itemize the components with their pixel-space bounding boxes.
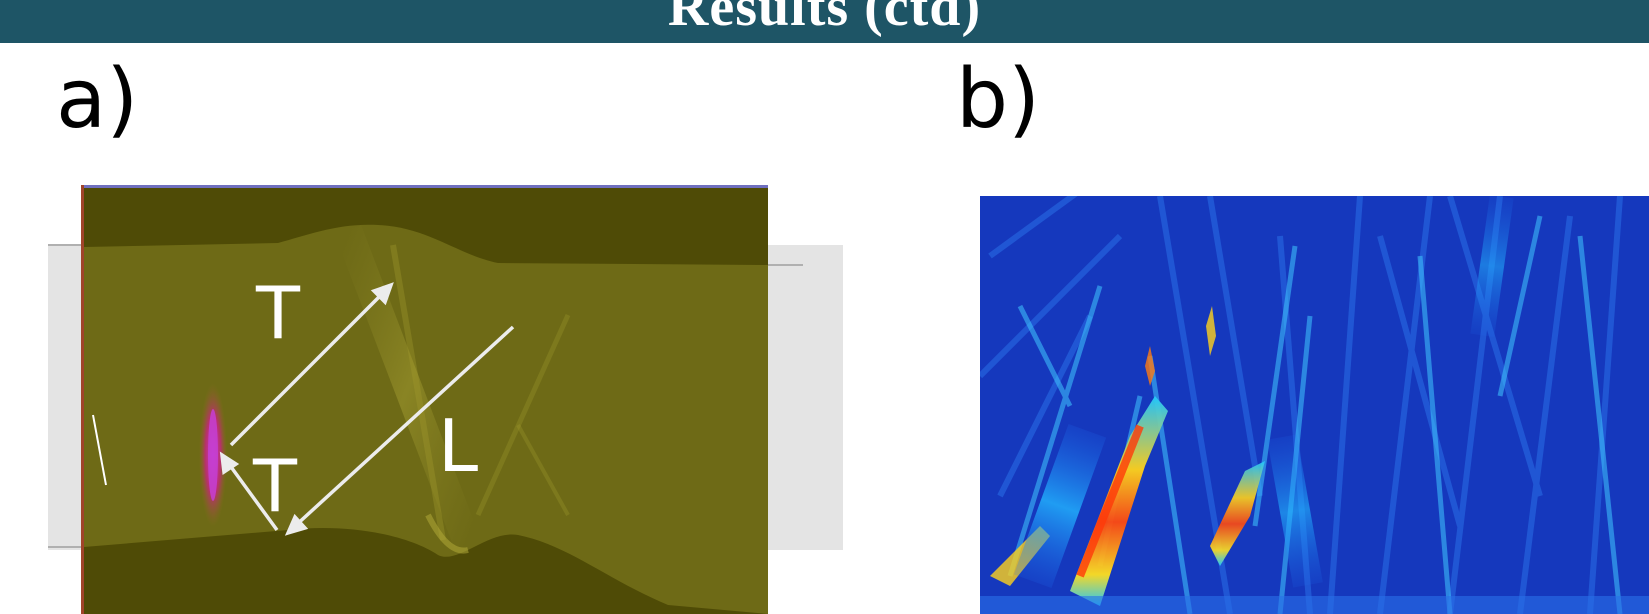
annotation-l: L [438,404,479,488]
heatmap-graphic [980,196,1649,614]
slide-title-bar: Results (ctd) [0,0,1649,43]
slide-title: Results (ctd) [667,0,982,38]
simulation-graphic [48,185,843,614]
panel-a-label: a) [56,52,139,147]
panel-b-heatmap-image [980,196,1649,614]
annotation-t-lower: T [253,444,297,528]
panel-b-label: b) [956,52,1041,147]
annotation-t-upper: T [256,271,300,355]
panel-a-simulation-image: T T L [48,185,843,614]
